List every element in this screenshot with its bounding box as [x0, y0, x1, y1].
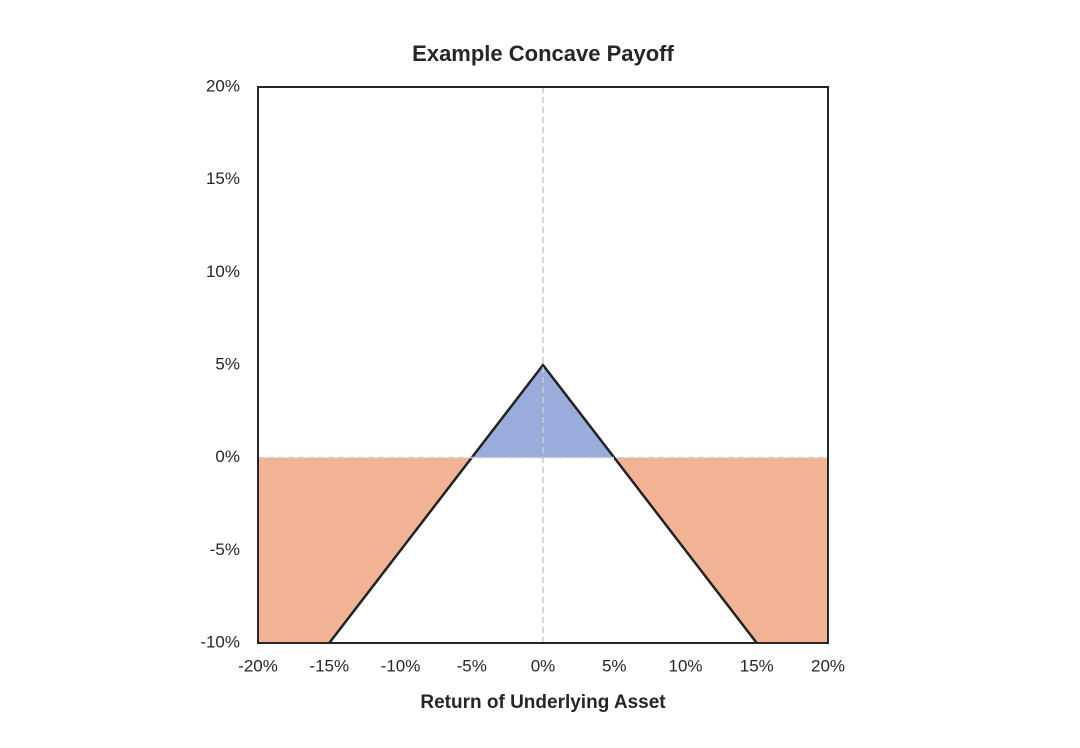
x-axis-label: Return of Underlying Asset [420, 692, 666, 713]
y-tick-label: 5% [215, 354, 240, 373]
x-tick-label: 0% [531, 656, 556, 675]
y-tick-label: 15% [206, 169, 240, 188]
payoff-line [327, 362, 759, 643]
y-tick-label: 10% [206, 262, 240, 281]
x-tick-label: -5% [457, 656, 487, 675]
x-tick-label: 5% [602, 656, 627, 675]
x-tick-label: -10% [381, 656, 421, 675]
y-tick-label: 0% [215, 447, 240, 466]
x-tick-label: 20% [811, 656, 845, 675]
y-tick-label: 20% [206, 76, 240, 95]
y-tick-label: -10% [200, 632, 240, 651]
x-tick-label: 15% [740, 656, 774, 675]
loss-area [258, 457, 828, 643]
x-tick-label: -15% [309, 656, 349, 675]
chart-title: Example Concave Payoff [412, 41, 674, 66]
x-tick-label: 10% [668, 656, 702, 675]
y-tick-label: -5% [210, 540, 240, 559]
x-tick-label: -20% [238, 656, 278, 675]
line-group [327, 362, 759, 643]
